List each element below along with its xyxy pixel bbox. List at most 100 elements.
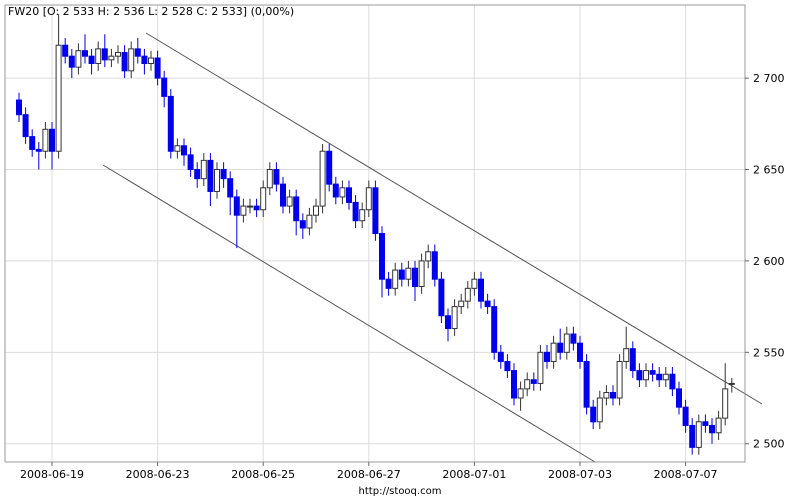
candle-body — [200, 159, 207, 180]
axes: 2 500 2 550 2 600 2 650 2 700 2008-06-19 2008-… — [20, 72, 784, 481]
y-tick-label: 2 550 — [753, 346, 785, 359]
candle-body — [583, 360, 590, 408]
candle-body — [636, 370, 643, 381]
candle-body — [524, 379, 531, 390]
candle-body — [49, 128, 55, 152]
candle-body — [260, 187, 267, 211]
candle-body — [108, 55, 115, 61]
candle-body — [266, 169, 273, 189]
candle-body — [689, 424, 696, 448]
candle-body — [240, 205, 247, 216]
candle-body — [339, 187, 346, 198]
candle-body — [313, 205, 319, 216]
candle-body — [286, 196, 293, 207]
candle-body — [253, 205, 260, 211]
candle-body — [464, 287, 471, 302]
candle-body — [326, 150, 333, 185]
candle-body — [695, 421, 702, 448]
candle-body — [398, 269, 405, 280]
candle-body — [134, 48, 141, 57]
candle-body — [247, 205, 253, 208]
x-tick-label: 2008-07-03 — [548, 468, 612, 481]
candle-body — [643, 370, 649, 381]
candle-body — [405, 267, 412, 280]
candle-body — [68, 55, 75, 68]
candle-body — [385, 278, 392, 289]
candle-body — [491, 306, 498, 353]
candle-body — [676, 388, 682, 408]
plot-frame — [4, 4, 746, 463]
footer: http://stooq.com — [359, 486, 442, 497]
candle-body — [537, 351, 544, 384]
candle-body — [715, 417, 722, 434]
candle-body — [233, 196, 240, 216]
candle-body — [649, 370, 656, 375]
candle-body — [610, 392, 616, 399]
candle-body — [88, 55, 95, 64]
candle-body — [570, 333, 577, 344]
candle-body — [141, 55, 148, 64]
chart-title: FW20 [O: 2 533 H: 2 536 L: 2 528 C: 2 53… — [8, 5, 294, 18]
candle-body — [702, 421, 709, 426]
candle-body — [82, 50, 88, 57]
y-tick-label: 2 600 — [753, 255, 785, 268]
candle-body — [101, 48, 108, 61]
candle-body — [682, 406, 689, 426]
candle-body — [623, 348, 630, 362]
upper-trend-line — [145, 32, 763, 405]
candle-body — [451, 306, 458, 330]
candle-body — [425, 251, 432, 262]
candle-body — [563, 333, 570, 353]
candle-body — [306, 214, 313, 229]
candle-body — [22, 114, 29, 138]
candle-body — [372, 187, 379, 235]
candle-body — [35, 148, 42, 152]
candle-body — [181, 145, 187, 156]
candle-body — [412, 267, 418, 288]
candle-body — [299, 220, 306, 229]
y-tick-label: 2 650 — [753, 164, 785, 177]
candle-body — [75, 50, 82, 68]
candle-body — [148, 57, 154, 64]
candle-body — [418, 260, 425, 288]
candle-body — [280, 183, 286, 207]
candle-body — [669, 373, 676, 390]
x-tick-label: 2008-07-07 — [654, 468, 718, 481]
candle-body — [167, 95, 174, 152]
candle-body — [728, 382, 735, 385]
candle-body — [392, 269, 399, 289]
candle-body — [365, 187, 372, 211]
candle-body — [484, 300, 491, 308]
candle-body — [550, 342, 557, 362]
candle-body — [590, 406, 597, 423]
candle-body — [273, 169, 280, 185]
candle-body — [187, 154, 194, 171]
candle-body — [438, 278, 445, 317]
candle-body — [194, 169, 201, 180]
candle-body — [16, 99, 22, 116]
trend-lines — [102, 32, 763, 463]
candle-body — [629, 348, 636, 372]
candle-body — [662, 373, 669, 381]
y-tick-label: 2 700 — [753, 72, 785, 85]
lower-trend-line — [102, 164, 596, 463]
candle-body — [214, 169, 220, 192]
candle-body — [62, 44, 69, 57]
candle-body — [121, 52, 128, 72]
x-tick-label: 2008-06-25 — [231, 468, 295, 481]
grid — [5, 5, 745, 462]
candle-body — [471, 278, 478, 289]
candle-body — [497, 351, 504, 362]
candle-body — [530, 379, 537, 384]
candle-body — [656, 373, 663, 381]
candle-body — [319, 150, 326, 207]
candle-body — [207, 159, 214, 192]
x-tick-label: 2008-06-19 — [20, 468, 84, 481]
candle-body — [42, 128, 49, 152]
candle-body — [504, 360, 511, 372]
candle-body — [458, 300, 465, 308]
candle-body — [332, 183, 339, 198]
candle-body — [722, 388, 729, 419]
